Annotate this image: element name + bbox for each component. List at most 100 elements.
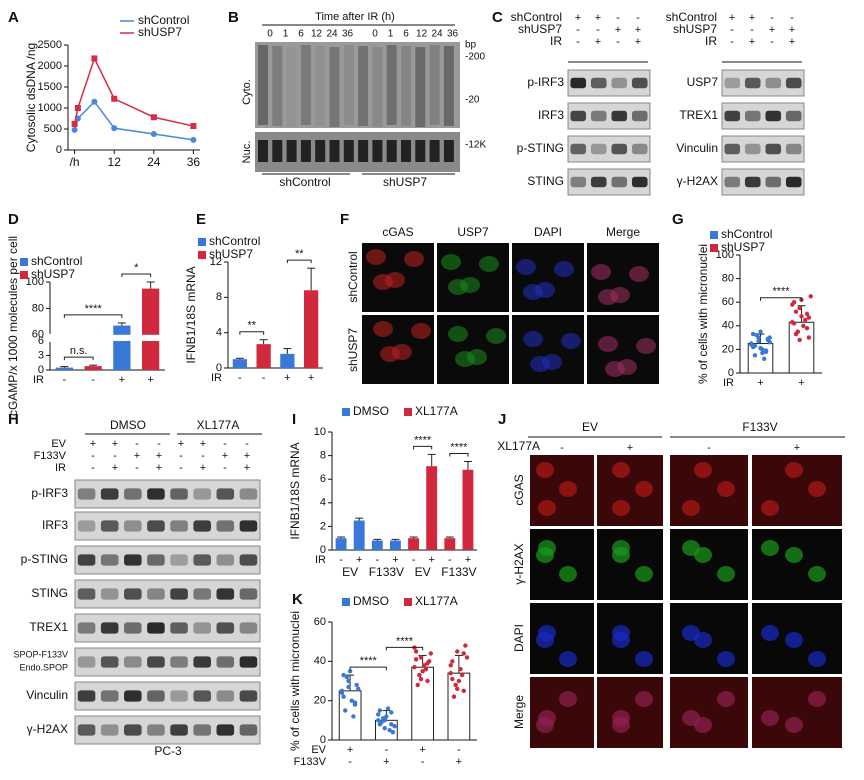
- sign: +: [244, 450, 250, 462]
- group-label: F133V: [369, 565, 404, 579]
- blot-label: p-IRF3: [31, 486, 68, 500]
- y-tick-label: 6: [320, 473, 326, 485]
- group-label: XL177A: [197, 418, 240, 432]
- group-label: EV: [415, 565, 431, 579]
- x-tick-label: 36: [187, 155, 201, 169]
- panel-letter: E: [196, 211, 206, 228]
- nucleus: [612, 540, 630, 556]
- cell: [448, 326, 468, 342]
- blot-band: [744, 143, 761, 155]
- marker-label: -20: [465, 95, 480, 106]
- legend-label: DMSO: [353, 594, 389, 608]
- header-label: shUSP7: [673, 22, 717, 36]
- data-point: [417, 672, 422, 678]
- y-tick-label: 2: [320, 520, 326, 532]
- nucleus: [612, 500, 630, 516]
- data-point: [801, 323, 806, 328]
- bar: [280, 353, 295, 368]
- sign: -: [63, 374, 67, 386]
- data-point: [808, 294, 813, 299]
- sign: +: [794, 442, 800, 454]
- nucleus: [785, 462, 803, 478]
- data-point: [758, 346, 763, 351]
- y-tick-label: 1500: [38, 81, 62, 93]
- sign: -: [223, 438, 227, 450]
- data-point: [806, 315, 812, 320]
- data-point: [797, 337, 802, 343]
- point: [190, 123, 197, 130]
- data-point: [763, 348, 769, 353]
- nucleus: [635, 566, 653, 582]
- row-label: EV: [311, 744, 326, 756]
- data-point: [461, 688, 466, 694]
- panel-letter: K: [292, 591, 303, 608]
- lane-label: 1: [283, 29, 289, 40]
- bar-lower: [113, 340, 131, 370]
- lane-label: 24: [431, 29, 443, 40]
- rotated-label: Merge: [512, 695, 526, 729]
- column-label: DAPI: [534, 225, 562, 239]
- blot-label: TREX1: [29, 620, 68, 634]
- data-point: [392, 724, 397, 729]
- blot-title: Time after IR (h): [315, 11, 395, 23]
- bracket: [413, 445, 433, 450]
- micrograph: [530, 529, 594, 600]
- bracket: [239, 331, 265, 335]
- sign: +: [112, 438, 118, 450]
- rotated-label: Cyto.: [241, 79, 253, 105]
- y-tick-label: 4: [216, 327, 222, 339]
- sign: -: [135, 438, 139, 450]
- blot-band: [124, 520, 142, 532]
- sign: +: [456, 756, 462, 768]
- blot-band: [77, 588, 96, 600]
- legend-swatch: [198, 251, 206, 259]
- gel-band: [258, 140, 268, 162]
- blot-label: USP7: [687, 75, 719, 89]
- blot-band: [124, 656, 142, 668]
- row-label: IR: [33, 374, 44, 386]
- marker-label: -12K: [465, 140, 486, 151]
- blot-band: [216, 520, 235, 532]
- micrograph: [512, 315, 584, 384]
- blot-band: [611, 176, 628, 188]
- sign: +: [156, 462, 162, 474]
- cell: [486, 328, 506, 344]
- blot-band: [611, 77, 628, 89]
- nucleus: [761, 540, 779, 556]
- blot-band: [147, 520, 165, 532]
- data-point: [463, 643, 468, 648]
- panel-letter: J: [498, 411, 506, 428]
- panel-letter: F: [340, 211, 349, 228]
- blot-band: [570, 176, 587, 188]
- rotated-label: shControl: [346, 251, 360, 302]
- legend-swatch: [342, 598, 350, 606]
- point: [150, 131, 157, 138]
- legend-label: XL177A: [415, 404, 458, 418]
- data-point: [799, 314, 804, 319]
- data-point: [450, 659, 455, 664]
- nucleus: [559, 651, 577, 667]
- header-label: shControl: [666, 10, 717, 24]
- blot-band: [570, 77, 587, 89]
- nucleus: [682, 625, 700, 641]
- nucleus: [538, 710, 556, 726]
- header-label: IR: [55, 462, 66, 474]
- y-tick-label: 0: [38, 364, 44, 376]
- data-point: [346, 678, 351, 684]
- sign: -: [262, 372, 266, 384]
- data-point: [384, 714, 389, 719]
- significance: **: [295, 248, 304, 260]
- blot-band: [631, 143, 648, 155]
- blot-band: [170, 520, 188, 532]
- micrograph: [597, 677, 663, 748]
- nucleus: [682, 500, 700, 516]
- nucleus: [808, 691, 826, 707]
- bar: [390, 540, 401, 550]
- sign: +: [156, 450, 162, 462]
- y-tick-label: 500: [44, 123, 62, 135]
- significance: ****: [85, 303, 103, 315]
- data-point: [458, 667, 463, 672]
- nucleus: [612, 710, 630, 726]
- y-tick-label: 80: [32, 302, 44, 314]
